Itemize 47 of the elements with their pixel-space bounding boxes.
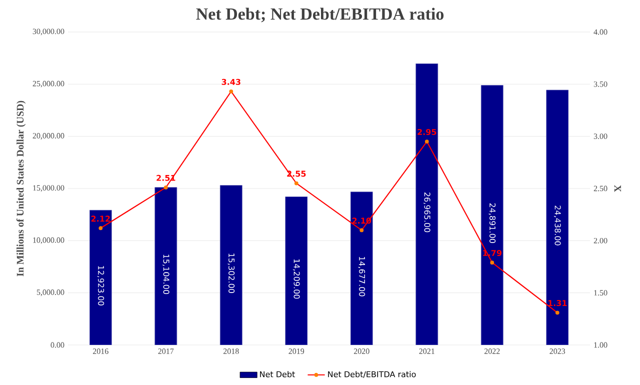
y-axis-title: In Millions of United States Dollar (USD) <box>16 100 26 276</box>
bar <box>154 187 178 345</box>
data-label: 2.95 <box>418 128 436 136</box>
x-tick-label: 2021 <box>419 348 434 354</box>
data-label: 15,104.00 <box>162 254 170 294</box>
data-label: 24,438.00 <box>554 206 561 246</box>
chart-title: Net Debt; Net Debt/EBITDA ratio <box>196 8 444 22</box>
data-label: 2.12 <box>91 216 110 222</box>
bar <box>350 192 373 345</box>
legend-label: Net Debt <box>260 371 295 378</box>
y-tick-label: 0.00 <box>50 342 64 348</box>
y-tick-label: 20,000.00 <box>32 133 64 140</box>
data-label: 1.31 <box>548 300 567 306</box>
legend-label: Net Debt/EBITDA ratio <box>328 371 416 378</box>
y2-tick-label: 2.50 <box>594 186 608 192</box>
bar <box>416 63 438 345</box>
bar <box>220 185 242 345</box>
x-tick-label: 2017 <box>158 348 174 354</box>
y2-axis-title: X <box>614 185 621 192</box>
y2-tick-label: 2.00 <box>594 238 608 244</box>
y2-tick-label: 3.50 <box>594 81 608 87</box>
data-label: 14,209.00 <box>292 259 300 299</box>
data-label: 15,302.00 <box>228 254 235 293</box>
x-tick-label: 2020 <box>354 348 370 354</box>
bar <box>480 85 504 345</box>
data-label: 14,677.00 <box>358 256 366 296</box>
y-tick-label: 10,000.00 <box>33 237 64 244</box>
y2-tick-label: 1.00 <box>594 342 608 348</box>
x-tick-label: 2023 <box>550 348 566 354</box>
y-tick-label: 30,000.00 <box>32 28 64 36</box>
y2-tick-label: 3.00 <box>594 134 608 140</box>
x-tick-label: 2019 <box>288 348 304 354</box>
y-tick-label: 15,000.00 <box>33 185 64 192</box>
data-label: 24,891.00 <box>488 203 496 243</box>
data-label: 3.43 <box>222 78 240 85</box>
bar <box>89 210 112 345</box>
x-tick-label: 2018 <box>223 348 239 354</box>
y-tick-label: 25,000.00 <box>32 80 64 88</box>
data-label: 12,923.00 <box>97 266 104 306</box>
y2-tick-label: 1.50 <box>594 290 608 296</box>
x-tick-label: 2016 <box>92 348 108 354</box>
y2-tick-label: 4.00 <box>594 29 608 35</box>
x-tick-label: 2022 <box>484 348 500 354</box>
bar <box>285 196 308 345</box>
y-tick-label: 5,000.00 <box>36 290 64 296</box>
data-label: 26,965.00 <box>423 192 430 232</box>
bar <box>546 90 569 345</box>
